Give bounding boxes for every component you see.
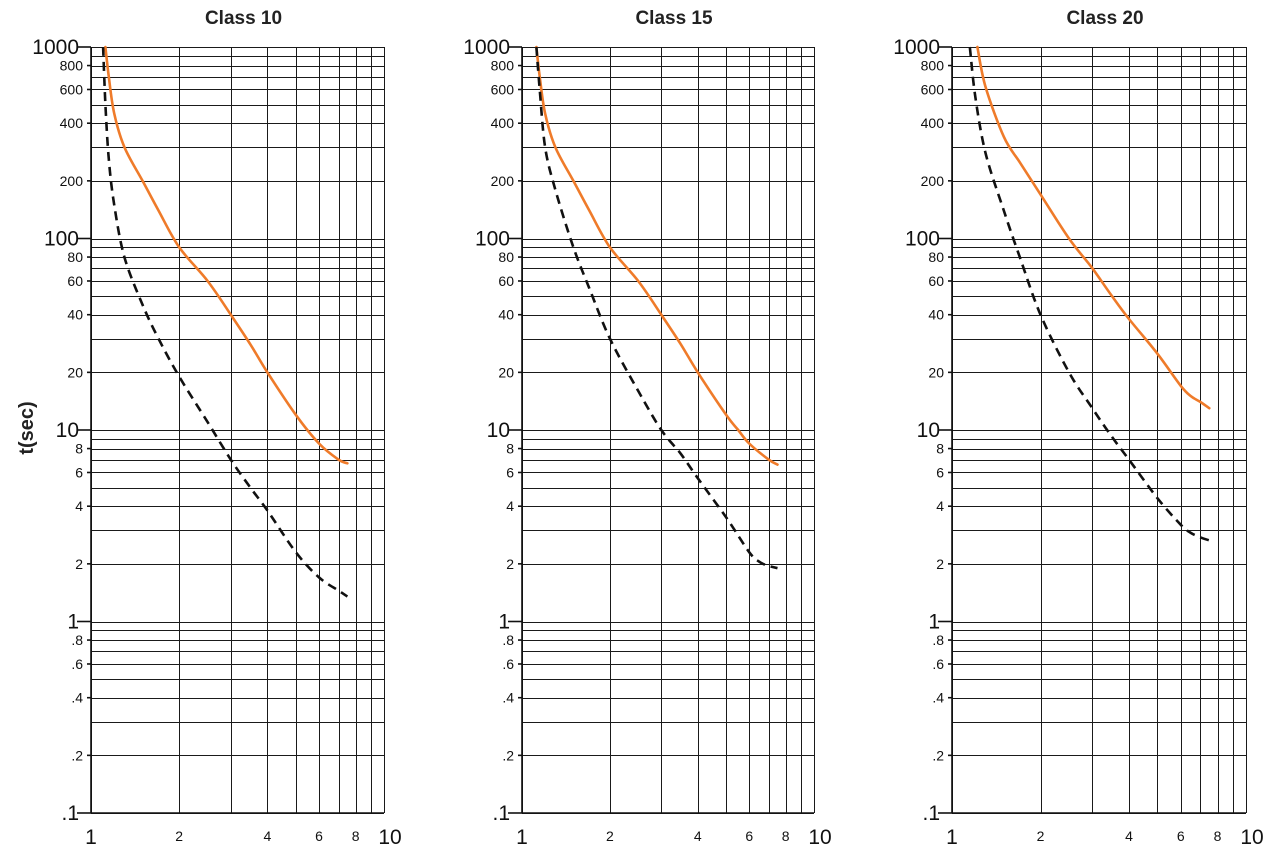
chart-title: Class 15 xyxy=(635,8,713,29)
x-tick-label: 8 xyxy=(352,828,360,844)
grid xyxy=(91,47,385,814)
y-tick-label: 10 xyxy=(56,419,79,442)
y-tick-label: 200 xyxy=(921,173,945,189)
y-tick-label: 100 xyxy=(44,228,79,251)
x-tick-label: 4 xyxy=(264,828,272,844)
series-line-dashed xyxy=(968,46,1210,542)
y-tick-label: 1000 xyxy=(463,36,510,59)
y-tick-label: 40 xyxy=(498,307,514,323)
y-tick-label: .6 xyxy=(71,656,83,672)
y-tick-label: .1 xyxy=(922,802,940,825)
y-tick-label: 6 xyxy=(936,464,944,480)
y-tick-label: .1 xyxy=(492,802,510,825)
y-tick-label: 600 xyxy=(491,81,515,97)
y-tick-label: 1 xyxy=(928,611,940,634)
y-tick-label: .8 xyxy=(932,632,944,648)
series-line-dashed xyxy=(535,46,778,570)
series-line-solid xyxy=(535,45,779,466)
y-tick-label: 60 xyxy=(67,273,83,289)
y-tick-label: 10 xyxy=(917,419,940,442)
x-tick-label: 1 xyxy=(946,826,958,849)
chart-panel-3: Class 2010008006004002001008060402010864… xyxy=(893,8,1263,849)
y-tick-label: 80 xyxy=(928,249,944,265)
y-tick-label: 800 xyxy=(60,58,84,74)
series-line-dashed xyxy=(101,46,349,598)
y-tick-label: 80 xyxy=(498,249,514,265)
grid xyxy=(952,47,1247,814)
y-tick-label: .8 xyxy=(502,632,514,648)
chart-panel-1: Class 1010008006004002001008060402010864… xyxy=(32,8,401,849)
y-tick-label: .2 xyxy=(71,747,83,763)
series-line-solid xyxy=(976,45,1211,410)
y-tick-label: 1000 xyxy=(32,36,79,59)
y-tick-label: 400 xyxy=(921,115,945,131)
chart-title: Class 20 xyxy=(1066,8,1143,29)
y-tick-label: 1 xyxy=(67,611,79,634)
y-tick-label: 200 xyxy=(60,173,84,189)
y-tick-label: .4 xyxy=(502,690,514,706)
y-tick-label: 4 xyxy=(506,498,514,514)
y-tick-label: 40 xyxy=(67,307,83,323)
chart-panel-2: Class 1510008006004002001008060402010864… xyxy=(463,8,831,849)
x-tick-label: 10 xyxy=(1240,826,1263,849)
x-tick-label: 2 xyxy=(1037,828,1045,844)
y-tick-label: 100 xyxy=(475,228,510,251)
y-tick-label: .8 xyxy=(71,632,83,648)
chart-title: Class 10 xyxy=(205,8,282,29)
grid xyxy=(522,47,815,814)
y-tick-label: .4 xyxy=(932,690,944,706)
x-tick-label: 6 xyxy=(745,828,753,844)
x-tick-label: 8 xyxy=(782,828,790,844)
x-tick-label: 1 xyxy=(516,826,528,849)
y-tick-label: 20 xyxy=(67,364,83,380)
y-tick-label: 400 xyxy=(491,115,515,131)
y-tick-label: 1 xyxy=(498,611,510,634)
y-tick-label: 20 xyxy=(928,364,944,380)
x-tick-label: 10 xyxy=(378,826,401,849)
y-tick-label: 100 xyxy=(905,228,940,251)
y-tick-label: 8 xyxy=(75,441,83,457)
y-tick-label: 2 xyxy=(936,556,944,572)
x-tick-label: 4 xyxy=(694,828,702,844)
y-tick-label: 80 xyxy=(67,249,83,265)
x-tick-label: 2 xyxy=(175,828,183,844)
y-tick-label: 800 xyxy=(491,58,515,74)
y-tick-label: 40 xyxy=(928,307,944,323)
y-tick-label: 600 xyxy=(921,81,945,97)
y-tick-label: 8 xyxy=(506,441,514,457)
x-tick-label: 10 xyxy=(808,826,831,849)
y-tick-label: 4 xyxy=(936,498,944,514)
x-tick-label: 1 xyxy=(85,826,97,849)
y-axis-label: t(sec) xyxy=(16,401,38,454)
x-tick-label: 8 xyxy=(1214,828,1222,844)
y-tick-label: 60 xyxy=(498,273,514,289)
y-tick-label: 6 xyxy=(506,464,514,480)
y-tick-label: 600 xyxy=(60,81,84,97)
y-tick-label: 20 xyxy=(498,364,514,380)
x-tick-label: 4 xyxy=(1125,828,1133,844)
x-tick-label: 6 xyxy=(1177,828,1185,844)
y-tick-label: .2 xyxy=(932,747,944,763)
y-tick-label: 6 xyxy=(75,464,83,480)
y-tick-label: .2 xyxy=(502,747,514,763)
y-tick-label: 400 xyxy=(60,115,84,131)
y-tick-label: .6 xyxy=(502,656,514,672)
y-tick-label: 800 xyxy=(921,58,945,74)
x-tick-label: 6 xyxy=(315,828,323,844)
y-tick-label: 4 xyxy=(75,498,83,514)
y-tick-label: .4 xyxy=(71,690,83,706)
y-tick-label: 2 xyxy=(506,556,514,572)
y-tick-label: 60 xyxy=(928,273,944,289)
series-line-solid xyxy=(104,45,349,465)
y-tick-label: 10 xyxy=(487,419,510,442)
y-tick-label: 2 xyxy=(75,556,83,572)
y-tick-label: 1000 xyxy=(893,36,940,59)
y-tick-label: 200 xyxy=(491,173,515,189)
y-tick-label: .1 xyxy=(61,802,79,825)
x-tick-label: 2 xyxy=(606,828,614,844)
y-tick-label: 8 xyxy=(936,441,944,457)
y-tick-label: .6 xyxy=(932,656,944,672)
